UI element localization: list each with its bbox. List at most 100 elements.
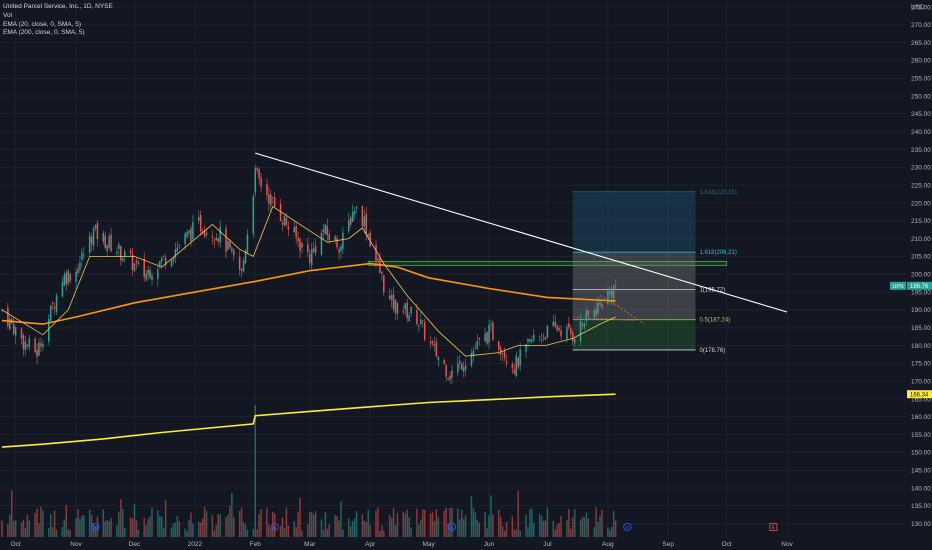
volume-bar [501,526,504,537]
y-tick-label: 245.00 [911,111,931,118]
volume-bar [505,522,508,537]
volume-bar [607,527,609,537]
volume-bar [279,526,282,537]
chart-grid [0,0,906,537]
candle-body [410,306,412,314]
volume-bar [609,529,611,537]
volume-bar [566,520,568,537]
candle-body [390,295,393,301]
symbol-title[interactable]: United Parcel Service, Inc., 1D, NYSE [3,3,113,10]
dividend-marker [447,523,456,532]
volume-bar [314,511,317,537]
volume-bar [36,508,38,537]
candle-body [145,273,147,280]
dividend-marker-letter: D [273,525,277,530]
volume-bar [283,528,286,537]
candle-body [558,328,560,331]
y-tick-label: 175.00 [911,361,931,368]
volume-bar [390,518,393,537]
candle-body [75,271,77,283]
candle-body [307,244,309,253]
x-tick-label: Nov [781,541,793,548]
volume-bar [460,509,463,537]
volume-bar [184,528,186,537]
volume-bar [83,515,85,537]
candle-body [164,257,167,266]
volume-bar [431,511,434,537]
candle-body [478,337,481,340]
volume-bar [365,521,368,537]
volume-bar [614,520,617,537]
fib-band [572,289,696,320]
dividend-marker [270,523,279,532]
candle-body [122,258,124,262]
volume-bar [273,513,276,537]
volume-bar [375,510,377,537]
volume-bar [351,520,354,537]
volume-bar [12,520,15,537]
y-tick-label: 225.00 [911,182,931,189]
volume-bar [192,523,194,537]
candle-body [572,332,574,342]
volume-bar [328,524,331,537]
volume-bar [229,505,231,537]
x-tick-label: Aug [602,541,614,548]
fib-level-label: 0.5(187.24) [699,318,730,324]
volume-bar [20,522,23,537]
dividend-marker [623,523,632,532]
volume-bar [416,508,418,537]
candle-body [170,260,173,267]
volume-bar [34,513,36,537]
candle-body [143,258,145,277]
volume-bar [572,517,574,537]
volume-bar [295,526,297,537]
y-tick-label: 200.00 [911,272,931,279]
candle-body [159,260,161,267]
ema200-indicator-label[interactable]: EMA (200, close, 0, SMA, 5) [3,29,85,37]
volume-bar [65,504,68,537]
dividend-marker-letter: D [626,525,630,530]
candle-body [404,303,406,310]
y-tick-label: 170.00 [911,378,931,385]
volume-bar [342,529,344,537]
candle-body [14,327,17,336]
volume-bar [347,518,350,537]
candle-body [499,347,502,355]
candle-body [213,239,216,241]
volume-bar [186,530,188,537]
volume-bar [199,522,202,537]
volume-bar [593,527,595,537]
candle-body [322,229,325,233]
candle-body [215,237,218,241]
volume-bar [610,526,613,537]
volume-bar [422,509,424,537]
volume-bar [499,516,502,537]
candle-body [459,360,461,364]
candle-body [238,256,241,270]
volume-bar [418,524,420,537]
volume-bar [285,507,288,537]
volume-indicator-label[interactable]: Vol [3,11,13,19]
candle-body [229,242,231,248]
fib-level-label: 0(178.76) [699,348,725,354]
volume-bar [172,523,175,537]
y-tick-label: 275.00 [911,4,931,11]
candle-body [120,246,122,261]
volume-bar [14,520,17,537]
volume-bar [164,500,167,537]
volume-bar [552,520,555,537]
volume-bar [484,511,486,537]
last-price-text: 196.76 [910,284,929,290]
volume-bar [28,520,31,537]
ema20-indicator-label[interactable]: EMA (20, close, 0, SMA, 5) [3,20,82,28]
ticker-badge [890,281,906,290]
volume-bar [159,516,161,537]
candle-body [53,307,56,309]
candle-body [377,258,379,261]
candle-body [328,234,331,240]
candle-body [601,304,603,308]
volume-bar [410,527,412,537]
candle-body [77,268,79,274]
candle-body [24,341,27,351]
